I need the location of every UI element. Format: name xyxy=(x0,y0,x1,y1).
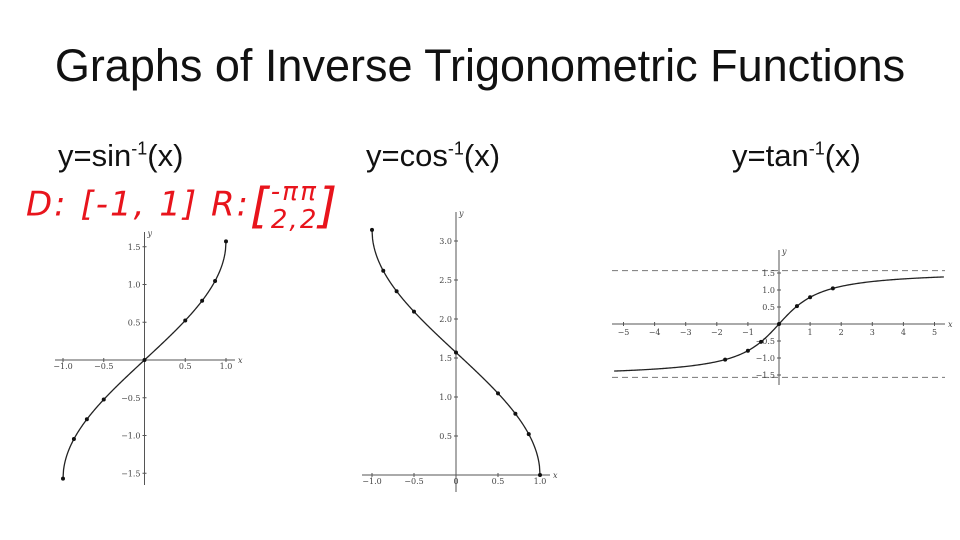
y-tick-label: −0.5 xyxy=(756,337,775,346)
range-low-den: 2, xyxy=(270,205,300,235)
domain-value: [-1, 1] xyxy=(80,184,199,225)
data-point xyxy=(808,295,813,300)
y-tick-label: 2.5 xyxy=(439,276,452,285)
data-point xyxy=(101,397,106,402)
y-tick-label: 1.0 xyxy=(439,393,452,402)
x-tick-label: −4 xyxy=(649,328,661,337)
data-point xyxy=(213,278,218,283)
range-label: R: xyxy=(210,184,251,225)
slide-title: Graphs of Inverse Trigonometric Function… xyxy=(54,40,906,91)
label-text: y=tan xyxy=(732,138,809,173)
x-tick-label: 0.5 xyxy=(179,362,192,371)
data-point xyxy=(777,322,781,326)
y-tick-label: 0.5 xyxy=(128,318,141,327)
y-axis-label: y xyxy=(458,209,464,218)
y-tick-label: 1.5 xyxy=(762,269,775,278)
x-tick-label: 5 xyxy=(932,328,937,337)
range-low: -π 2, xyxy=(271,178,300,234)
sin-inverse-label: y=sin-1(x) xyxy=(58,138,183,174)
data-point xyxy=(224,239,228,244)
data-point xyxy=(526,432,531,437)
data-point xyxy=(759,339,764,344)
x-tick-label: 4 xyxy=(901,328,906,337)
data-point xyxy=(370,227,374,232)
data-point xyxy=(794,304,799,309)
y-tick-label: 1.0 xyxy=(762,286,775,295)
x-tick-label: 1.0 xyxy=(534,477,547,486)
y-tick-label: 0.5 xyxy=(439,432,452,441)
y-tick-label: 0.5 xyxy=(762,303,775,312)
data-point xyxy=(183,318,188,323)
y-tick-label: 2.0 xyxy=(439,315,452,324)
data-point xyxy=(61,476,65,481)
label-sup: -1 xyxy=(447,138,464,159)
x-tick-label: −3 xyxy=(680,328,692,337)
range-low-num: -π xyxy=(270,177,300,207)
x-tick-label: −1 xyxy=(742,328,754,337)
domain-label: D: xyxy=(26,184,68,225)
y-tick-label: −0.5 xyxy=(121,394,140,403)
x-axis-label: x xyxy=(553,471,558,480)
chart-1: x y −1.0 −0.5 0 0.5 1.0 0.5 1.0 1.5 2.0 2.5 3.0 xyxy=(362,209,558,492)
y-axis-label: y xyxy=(781,247,787,256)
range-high-den: 2 xyxy=(299,205,319,235)
data-point xyxy=(412,309,416,314)
data-point xyxy=(723,357,728,362)
x-tick-label: 0.5 xyxy=(492,477,505,486)
y-tick-label: −1.0 xyxy=(756,354,775,363)
x-tick-label: 1 xyxy=(808,328,813,337)
data-point xyxy=(538,473,542,477)
x-tick-label: −1.0 xyxy=(53,362,72,371)
x-tick-label: −2 xyxy=(711,328,723,337)
chart-2: x y −5 −4 −3 −2 −1 1 2 3 4 5 −1.5 −1.0 −0.5 0.5 1.0 1.5 xyxy=(612,247,953,385)
x-tick-label: 3 xyxy=(870,328,875,337)
y-tick-label: 1.0 xyxy=(128,281,141,290)
label-text: y=sin xyxy=(58,138,132,173)
x-tick-label: 2 xyxy=(839,328,844,337)
x-tick-label: −5 xyxy=(618,328,630,337)
y-tick-label: 1.5 xyxy=(128,243,141,252)
data-point xyxy=(381,268,386,273)
y-tick-label: −1.0 xyxy=(121,432,140,441)
range-close-bracket: ] xyxy=(318,178,340,234)
label-tail: (x) xyxy=(824,138,861,173)
data-point xyxy=(513,411,518,416)
y-tick-label: −1.5 xyxy=(121,469,140,478)
data-point xyxy=(496,391,500,396)
label-tail: (x) xyxy=(463,138,501,173)
label-text: y=cos xyxy=(366,138,448,173)
x-tick-label: 1.0 xyxy=(220,362,233,371)
x-tick-label: 0 xyxy=(453,477,458,486)
handwritten-domain-range-note: D: [-1, 1] R:[-π 2, π 2] xyxy=(26,178,339,234)
data-point xyxy=(830,286,835,291)
data-point xyxy=(84,417,89,422)
y-tick-label: −1.5 xyxy=(756,371,775,380)
label-sup: -1 xyxy=(131,138,148,159)
data-point xyxy=(71,437,76,442)
range-open-bracket: [ xyxy=(250,178,271,234)
x-tick-label: −1.0 xyxy=(362,477,381,486)
y-axis-label: y xyxy=(147,229,153,238)
range-high-num: π xyxy=(300,177,318,207)
x-tick-label: −0.5 xyxy=(404,477,423,486)
data-point xyxy=(142,358,147,362)
x-axis-label: x xyxy=(948,320,953,329)
chart-0: x y −1.0 −0.5 0.5 1.0 −1.5 −1.0 −0.5 0.5 1.0 1.5 xyxy=(53,229,243,485)
label-tail: (x) xyxy=(147,138,184,173)
y-tick-label: 3.0 xyxy=(439,237,452,246)
data-point xyxy=(394,289,399,294)
label-sup: -1 xyxy=(808,138,825,159)
y-tick-label: 1.5 xyxy=(439,354,452,363)
tan-inverse-label: y=tan-1(x) xyxy=(732,138,861,174)
cos-inverse-label: y=cos-1(x) xyxy=(366,138,500,174)
data-point xyxy=(745,348,750,353)
x-tick-label: −0.5 xyxy=(94,362,113,371)
data-point xyxy=(200,298,205,303)
x-axis-label: x xyxy=(238,356,243,365)
data-point xyxy=(454,350,458,355)
